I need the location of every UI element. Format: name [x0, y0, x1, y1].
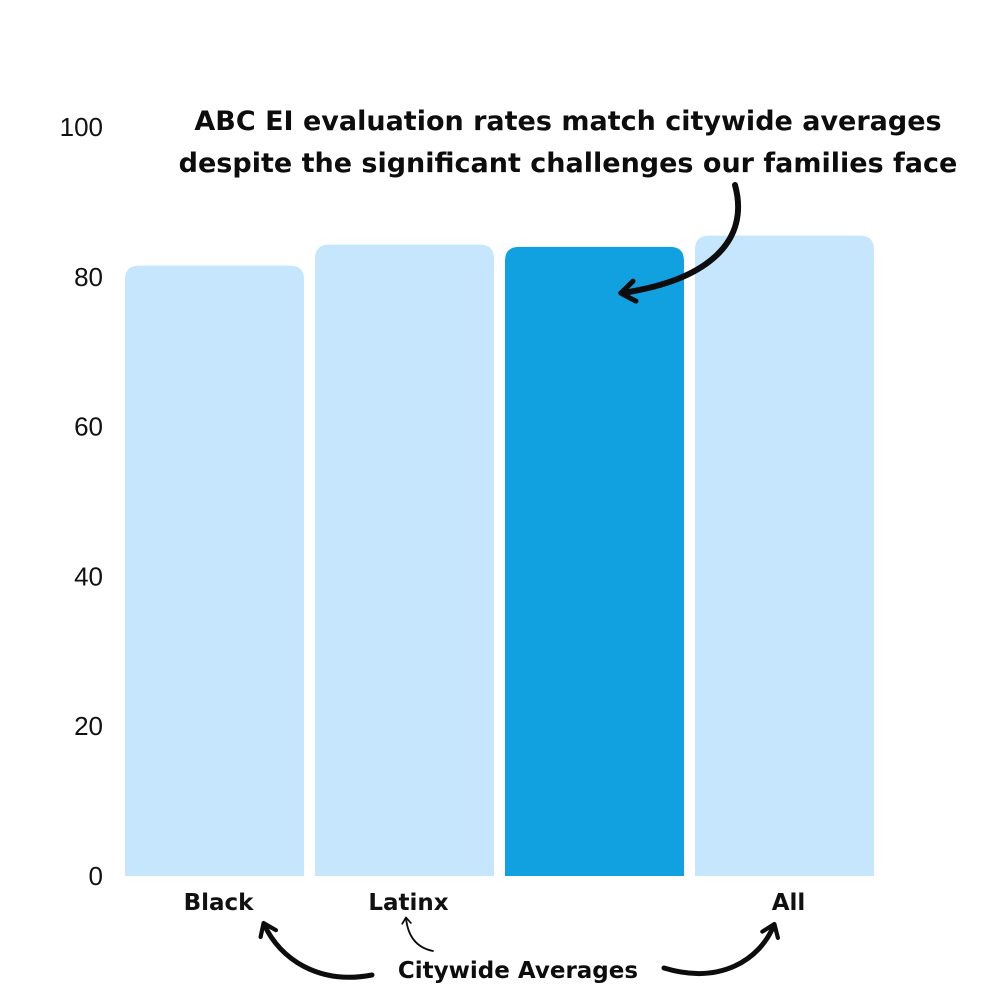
category-label-latinx: Latinx [368, 890, 448, 916]
arrow-to-black [258, 920, 375, 980]
y-tick-label-40: 40 [74, 561, 103, 591]
category-labels: Black Latinx All [184, 890, 806, 916]
headline-arrow [618, 182, 742, 304]
bars-group [125, 235, 874, 877]
y-tick-label-100: 100 [60, 112, 103, 142]
y-tick-label-60: 60 [74, 412, 103, 442]
arrow-to-latinx [401, 916, 434, 952]
annotation-headline-line1: ABC EI evaluation rates match citywide a… [194, 106, 941, 137]
y-tick-label-0: 0 [89, 861, 103, 891]
category-label-black: Black [184, 890, 255, 916]
annotation-headline-line2: despite the significant challenges our f… [179, 148, 958, 179]
footer-label-citywide-averages: Citywide Averages [398, 958, 638, 984]
bar-all [695, 235, 874, 877]
y-axis-ticks: 0 20 40 60 80 100 [60, 112, 103, 891]
y-tick-label-20: 20 [74, 711, 103, 741]
arrow-to-all [661, 921, 780, 976]
category-label-all: All [772, 890, 806, 916]
bar-abc [505, 246, 684, 877]
bar-black [125, 265, 304, 876]
y-tick-label-80: 80 [74, 262, 103, 292]
bar-latinx [315, 244, 494, 876]
